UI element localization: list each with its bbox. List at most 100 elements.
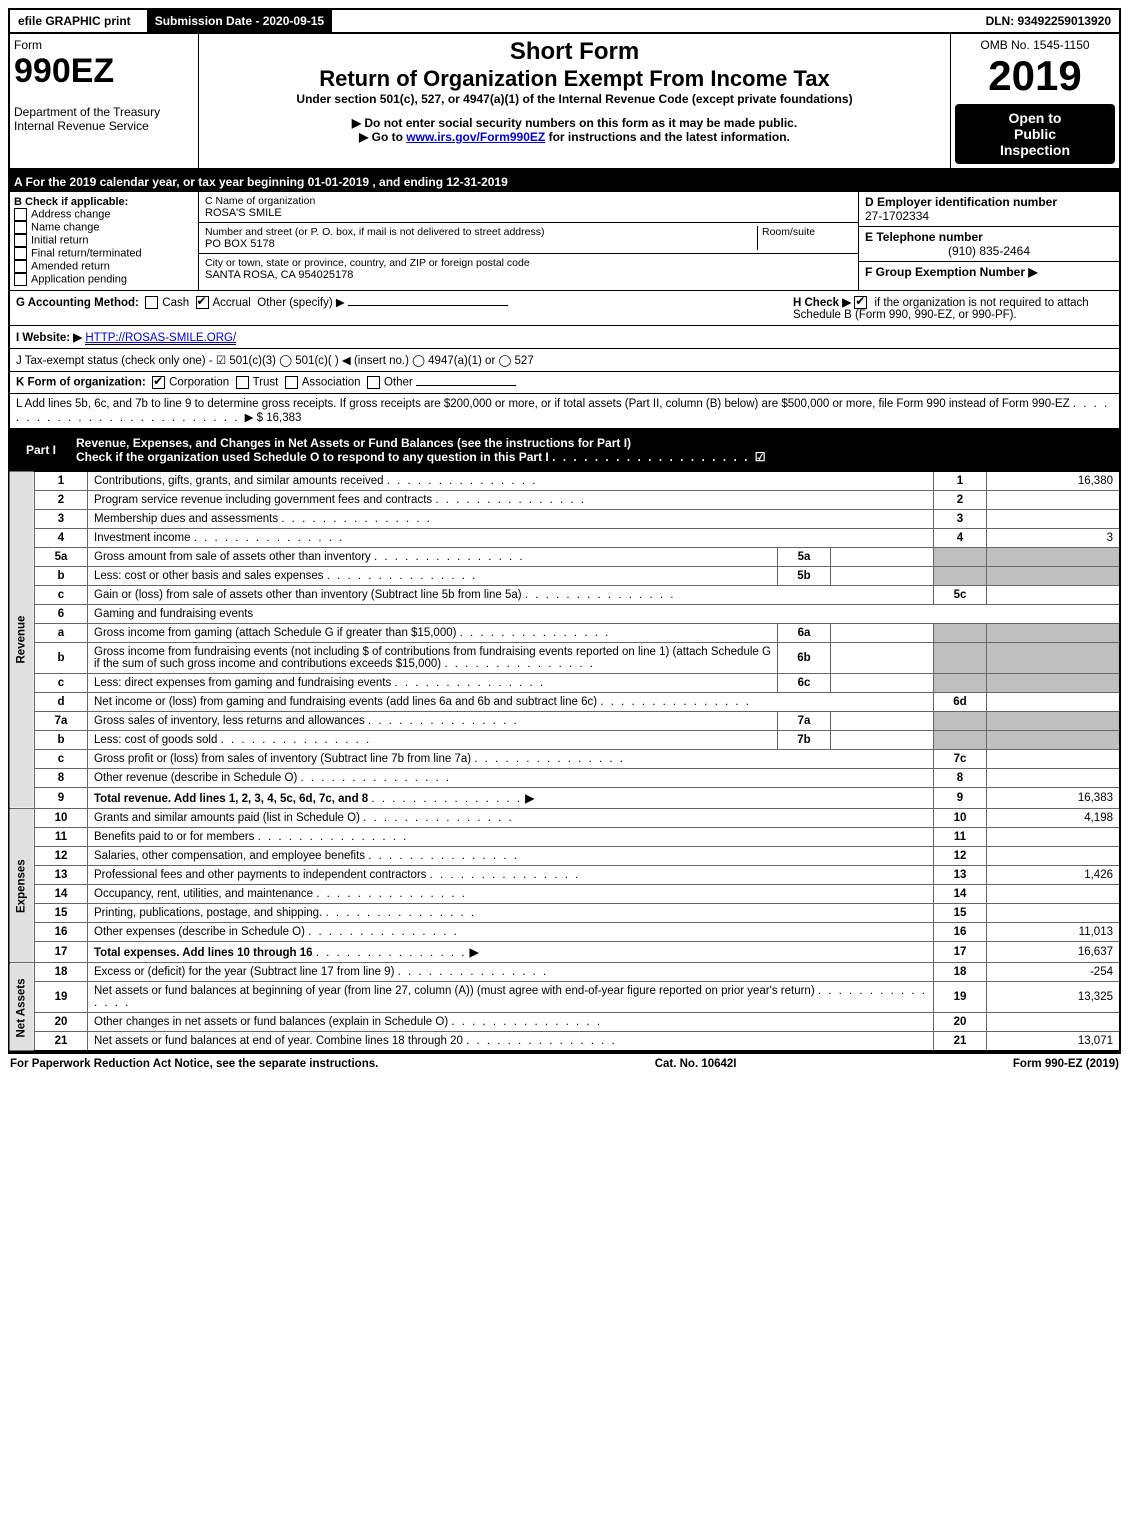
grey-cell <box>934 624 987 643</box>
k-label: K Form of organization: <box>16 377 146 389</box>
under-section: Under section 501(c), 527, or 4947(a)(1)… <box>207 92 942 106</box>
line-row: 12Salaries, other compensation, and empl… <box>9 847 1120 866</box>
line-row: 20Other changes in net assets or fund ba… <box>9 1013 1120 1032</box>
street-label: Number and street (or P. O. box, if mail… <box>205 226 757 238</box>
line-desc: Other revenue (describe in Schedule O) .… <box>88 769 934 788</box>
subline-value <box>831 674 934 693</box>
grey-cell <box>934 643 987 674</box>
line-desc: Gross income from fundraising events (no… <box>88 643 778 674</box>
line-code: 14 <box>934 885 987 904</box>
subline-code: 5a <box>778 548 831 567</box>
chk-name-change[interactable] <box>14 221 27 234</box>
lbl-trust: Trust <box>253 377 279 389</box>
line-desc: Net assets or fund balances at beginning… <box>88 982 934 1013</box>
line-number: 11 <box>35 828 88 847</box>
row-g: G Accounting Method: Cash Accrual Other … <box>16 295 793 321</box>
lbl-association: Association <box>302 377 361 389</box>
line-desc: Occupancy, rent, utilities, and maintena… <box>88 885 934 904</box>
chk-other-org[interactable] <box>367 376 380 389</box>
grey-cell <box>934 548 987 567</box>
grey-cell <box>987 674 1121 693</box>
chk-h[interactable] <box>854 296 867 309</box>
line-value <box>987 1013 1121 1032</box>
line-value <box>987 904 1121 923</box>
line-row: 16Other expenses (describe in Schedule O… <box>9 923 1120 942</box>
line-code: 11 <box>934 828 987 847</box>
line-number: 2 <box>35 491 88 510</box>
line-number: d <box>35 693 88 712</box>
lbl-other-org: Other <box>384 377 413 389</box>
line-value <box>987 586 1121 605</box>
goto-note: ▶ Go to www.irs.gov/Form990EZ for instru… <box>207 130 942 144</box>
chk-accrual[interactable] <box>196 296 209 309</box>
efile-label: efile GRAPHIC print <box>10 10 139 32</box>
dln: DLN: 93492259013920 <box>978 10 1119 32</box>
lbl-cash: Cash <box>162 297 189 309</box>
row-l: L Add lines 5b, 6c, and 7b to line 9 to … <box>8 394 1121 430</box>
line-number: b <box>35 643 88 674</box>
line-code: 10 <box>934 809 987 828</box>
grey-cell <box>934 712 987 731</box>
ein-label: D Employer identification number <box>865 195 1113 209</box>
line-value <box>987 693 1121 712</box>
col-c: C Name of organization ROSA'S SMILE Numb… <box>199 192 858 290</box>
other-specify-input[interactable] <box>348 305 508 306</box>
line-value <box>987 847 1121 866</box>
part1-check: ☑ <box>755 450 766 464</box>
line-number: a <box>35 624 88 643</box>
l-arrow: ▶ $ <box>245 412 263 424</box>
line-desc: Salaries, other compensation, and employ… <box>88 847 934 866</box>
lbl-other: Other (specify) ▶ <box>257 297 344 309</box>
line-number: 20 <box>35 1013 88 1032</box>
other-org-input[interactable] <box>416 385 516 386</box>
lbl-initial-return: Initial return <box>31 234 88 246</box>
chk-trust[interactable] <box>236 376 249 389</box>
ein-value: 27-1702334 <box>865 209 1113 223</box>
grey-cell <box>934 674 987 693</box>
name-label: C Name of organization <box>205 195 852 207</box>
line-code: 18 <box>934 963 987 982</box>
form-number: 990EZ <box>14 52 194 91</box>
chk-cash[interactable] <box>145 296 158 309</box>
subline-value <box>831 567 934 586</box>
line-row: bLess: cost or other basis and sales exp… <box>9 567 1120 586</box>
chk-association[interactable] <box>285 376 298 389</box>
top-bar: efile GRAPHIC print Submission Date - 20… <box>8 8 1121 32</box>
line-desc: Excess or (deficit) for the year (Subtra… <box>88 963 934 982</box>
line-value: 16,383 <box>987 788 1121 809</box>
room-label: Room/suite <box>757 226 852 250</box>
grey-cell <box>987 712 1121 731</box>
line-row: dNet income or (loss) from gaming and fu… <box>9 693 1120 712</box>
goto-link[interactable]: www.irs.gov/Form990EZ <box>406 130 545 144</box>
line-number: b <box>35 731 88 750</box>
grey-cell <box>987 731 1121 750</box>
subline-code: 6a <box>778 624 831 643</box>
line-row: 6Gaming and fundraising events <box>9 605 1120 624</box>
line-row: 2Program service revenue including gover… <box>9 491 1120 510</box>
line-desc: Total revenue. Add lines 1, 2, 3, 4, 5c,… <box>88 788 934 809</box>
line-desc: Gross income from gaming (attach Schedul… <box>88 624 778 643</box>
chk-address-change[interactable] <box>14 208 27 221</box>
tax-year: 2019 <box>955 52 1115 100</box>
line-value: 1,426 <box>987 866 1121 885</box>
website-link[interactable]: HTTP://ROSAS-SMILE.ORG/ <box>85 332 236 345</box>
chk-amended-return[interactable] <box>14 260 27 273</box>
line-value: 13,325 <box>987 982 1121 1013</box>
line-row: 11Benefits paid to or for members . . . … <box>9 828 1120 847</box>
subline-value <box>831 624 934 643</box>
chk-initial-return[interactable] <box>14 234 27 247</box>
grey-cell <box>987 548 1121 567</box>
line-code: 17 <box>934 942 987 963</box>
line-code: 2 <box>934 491 987 510</box>
irs-label: Internal Revenue Service <box>14 119 194 133</box>
subline-code: 7b <box>778 731 831 750</box>
chk-final-return[interactable] <box>14 247 27 260</box>
chk-application-pending[interactable] <box>14 273 27 286</box>
col-b-title: B Check if applicable: <box>14 196 194 208</box>
line-code: 9 <box>934 788 987 809</box>
chk-corporation[interactable] <box>152 376 165 389</box>
grey-cell <box>987 643 1121 674</box>
dots: . . . . . . . . . . . . . . . . . . . <box>552 450 755 464</box>
line-value <box>987 750 1121 769</box>
subline-value <box>831 731 934 750</box>
